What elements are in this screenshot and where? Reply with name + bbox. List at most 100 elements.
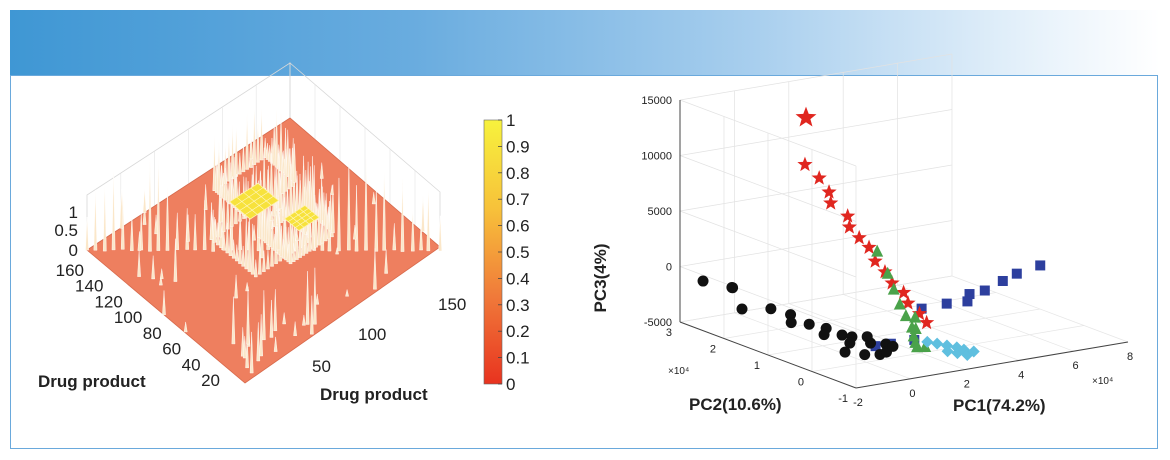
- scattered-peak: [371, 192, 376, 205]
- colorbar-tick-label: 1: [506, 111, 515, 130]
- edge-peak: [273, 336, 278, 352]
- diagonal-peak: [111, 170, 116, 251]
- cluster-edge-peak: [265, 143, 270, 160]
- star-point: [811, 170, 827, 185]
- edge-peak: [246, 286, 250, 345]
- z-tick-label: 10000: [641, 151, 672, 163]
- star-point: [840, 208, 856, 223]
- star-point: [823, 195, 839, 210]
- x-tick-label: 150: [438, 295, 466, 314]
- cluster-edge-peak: [288, 204, 293, 265]
- grid-line: [679, 210, 857, 278]
- star-point: [911, 305, 928, 321]
- scattered-peak: [151, 255, 155, 280]
- cluster-edge-peak: [270, 232, 274, 267]
- cluster-edge-peak: [209, 212, 214, 240]
- triangle-point: [899, 309, 912, 322]
- star-point: [821, 184, 837, 199]
- cluster-edge-peak: [270, 219, 275, 249]
- square-point: [941, 298, 952, 309]
- diagonal-peak: [337, 177, 341, 252]
- circle-point: [859, 349, 871, 361]
- cluster-edge-peak: [223, 167, 228, 201]
- cluster-edge-peak: [225, 222, 230, 254]
- diagonal-peak: [400, 177, 405, 252]
- scattered-peak: [310, 295, 314, 335]
- circle-point: [765, 303, 777, 315]
- cluster-edge-peak: [217, 141, 221, 195]
- scattered-peak: [159, 268, 164, 279]
- scattered-peak: [353, 225, 357, 240]
- similarity-block-lower-grid: [291, 211, 313, 225]
- x-tick-label: 100: [358, 325, 386, 344]
- diagonal-peak: [156, 158, 161, 251]
- edge-peak: [240, 327, 245, 357]
- similarity-block-lower-grid: [295, 214, 316, 228]
- square-point: [979, 285, 990, 296]
- scattered-peak: [276, 206, 281, 251]
- cluster-edge-peak: [228, 162, 233, 205]
- z-axis-label: PC3(4%): [591, 244, 610, 313]
- diagonal-peak: [130, 214, 134, 251]
- edge-peak: [231, 296, 236, 345]
- pc2-axis: [679, 321, 857, 389]
- edge-peak: [302, 314, 306, 326]
- circle-point: [785, 317, 797, 329]
- scattered-peak: [186, 214, 190, 242]
- cluster-edge-peak: [298, 222, 302, 258]
- edge-peak: [245, 336, 249, 369]
- square-point: [962, 296, 973, 307]
- scattered-peak: [142, 204, 147, 225]
- cluster-edge-peak: [307, 212, 312, 252]
- star-point: [841, 219, 857, 234]
- y-tick-label: 0: [798, 377, 804, 389]
- scattered-peak: [142, 188, 147, 213]
- grid-line: [679, 109, 953, 156]
- cluster-edge-peak: [295, 227, 299, 260]
- grid-line: [679, 99, 857, 167]
- cluster-edge-peak: [304, 231, 309, 254]
- colorbar-tick-label: 0.4: [506, 269, 530, 288]
- x-tick-label: 8: [1127, 351, 1133, 363]
- star-point: [877, 263, 893, 279]
- z-tick-label: 15000: [641, 95, 672, 107]
- cluster-edge-peak: [274, 109, 279, 168]
- cluster-edge-peak: [319, 175, 324, 224]
- pc1-axis-label: PC1(74.2%): [953, 396, 1046, 415]
- square-point: [997, 275, 1008, 286]
- cluster-edge-peak: [322, 192, 326, 226]
- scattered-peak: [219, 184, 223, 223]
- cluster-edge-peak: [287, 148, 292, 190]
- cluster-edge-peak: [262, 250, 266, 272]
- scattered-peak: [137, 231, 142, 251]
- z-tick-label: -5000: [644, 317, 672, 329]
- grid-line: [767, 308, 1041, 356]
- y-tick-label: 80: [143, 324, 162, 343]
- star-point: [919, 314, 935, 330]
- cluster-edge-peak: [234, 125, 239, 177]
- cluster-edge-peak: [238, 153, 242, 175]
- cluster-edge-peak: [291, 243, 296, 262]
- y-tick-label: 120: [94, 292, 122, 311]
- scattered-peak: [278, 173, 282, 210]
- x-tick-label: 6: [1073, 360, 1079, 372]
- z-tick-label: 5000: [648, 206, 672, 218]
- triangle-point: [907, 329, 920, 342]
- triangle-point: [919, 339, 932, 352]
- cluster-edge-peak: [257, 193, 261, 238]
- diagonal-peak: [165, 187, 170, 251]
- star-point: [861, 239, 877, 254]
- surface-peaks: [85, 106, 442, 374]
- x-tick-label: 2: [964, 379, 970, 391]
- scattered-peak: [162, 290, 166, 315]
- scattered-peak: [159, 275, 163, 286]
- scattered-peak: [260, 216, 264, 259]
- scattered-peak: [373, 248, 377, 290]
- cluster-edge-peak: [267, 145, 272, 162]
- scattered-peak: [384, 249, 388, 274]
- y-tick-label: 60: [162, 340, 181, 359]
- edge-peak: [256, 322, 261, 362]
- cluster-edge-peak: [284, 226, 288, 261]
- grid-line: [679, 155, 857, 222]
